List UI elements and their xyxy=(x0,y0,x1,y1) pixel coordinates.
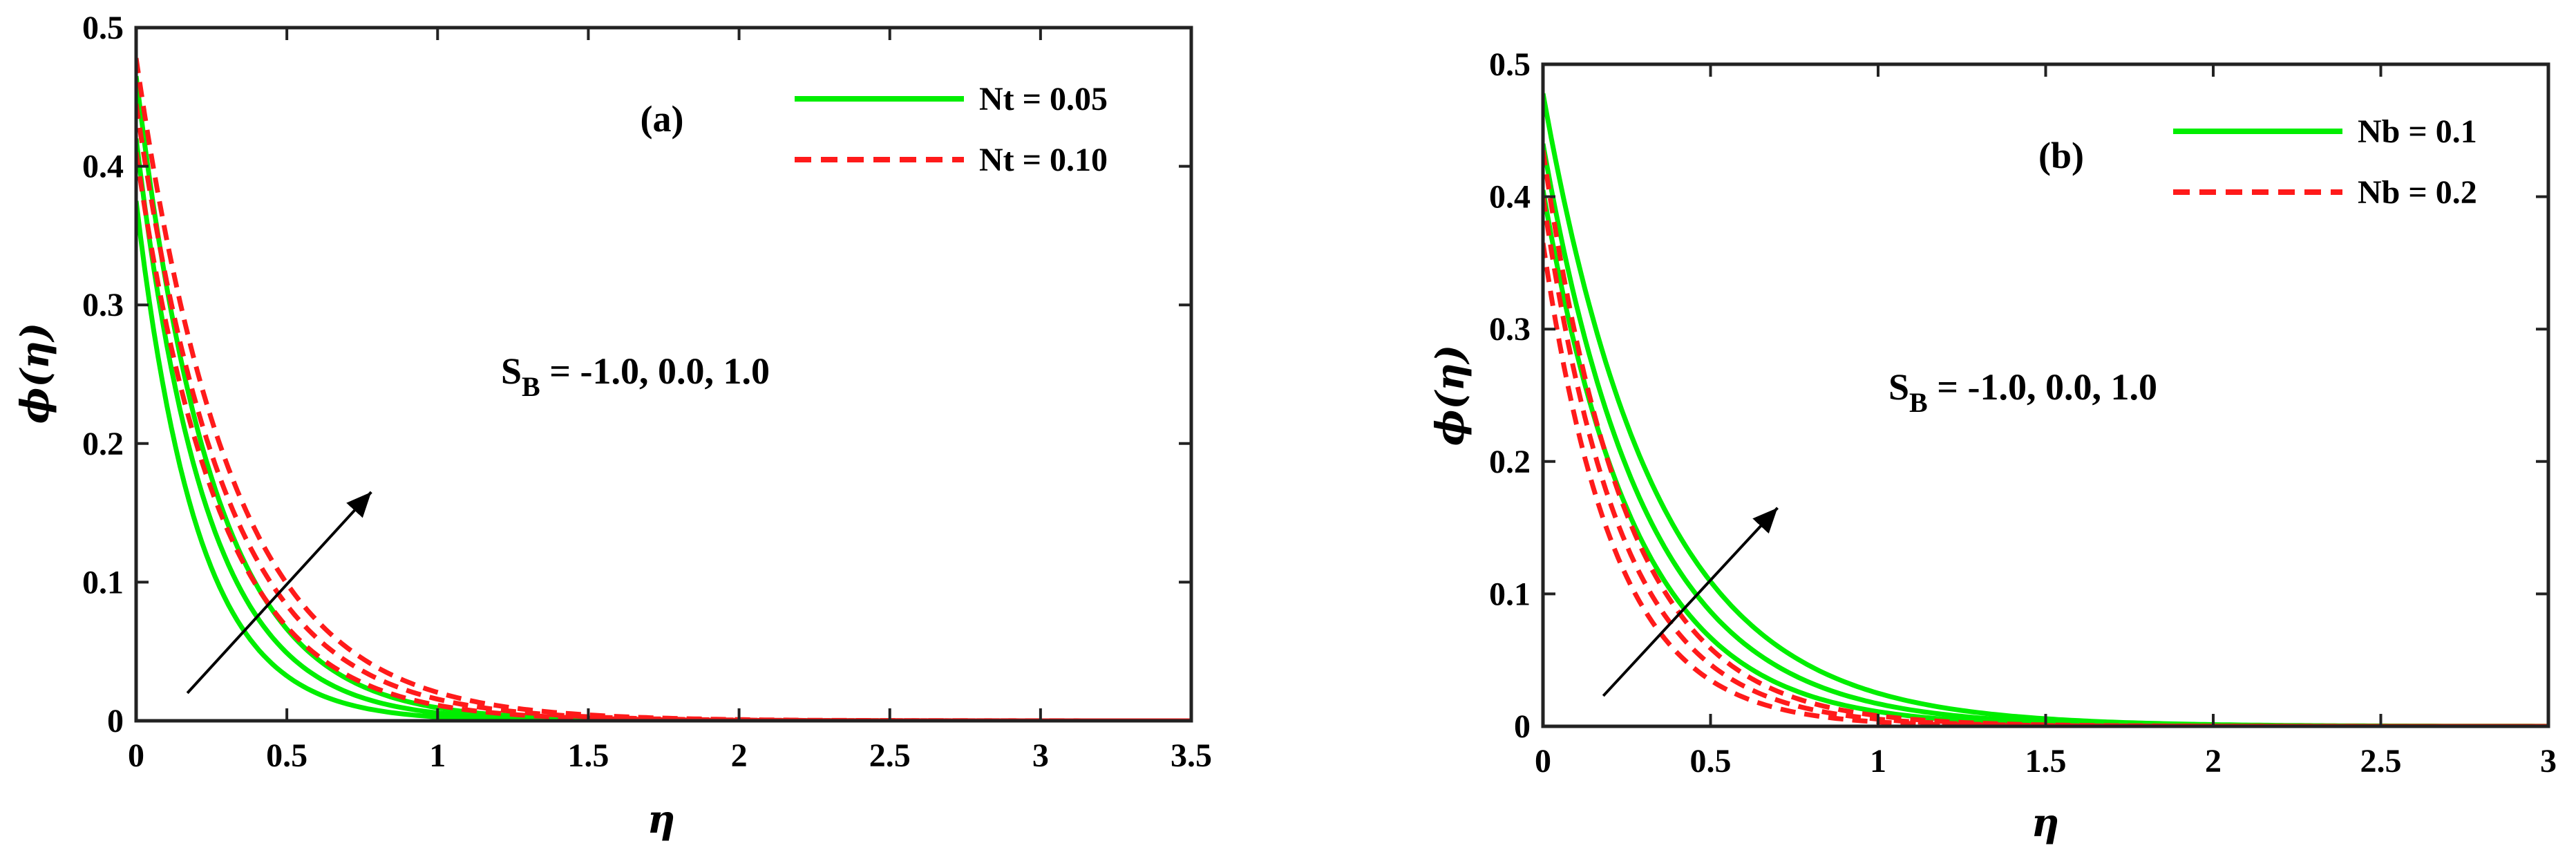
x-tick-label: 0.5 xyxy=(266,737,307,774)
annotation-symbol: S xyxy=(501,350,522,392)
legend-label: Nb = 0.2 xyxy=(2358,174,2477,211)
chart-panel-1: 0 0.5 1 1.5 2 2.5 3 0 0.1 0.2 0.3 0.4 0.5 η ϕ(η) (b) SB … xyxy=(1428,46,2557,846)
series-line-0 xyxy=(136,200,1191,721)
trend-arrow xyxy=(186,491,372,695)
panel-label: (b) xyxy=(2038,135,2084,176)
x-tick-label: 3.5 xyxy=(1171,737,1212,774)
y-tick-label: 0.5 xyxy=(82,10,124,46)
x-tick-label: 1 xyxy=(429,737,446,774)
parameter-annotation: SB = -1.0, 0.0, 1.0 xyxy=(1888,366,2157,418)
parameter-annotation: SB = -1.0, 0.0, 1.0 xyxy=(501,350,770,402)
x-tick-label: 1.5 xyxy=(567,737,609,774)
y-tick-label: 0.1 xyxy=(1489,576,1531,612)
y-tick-label: 0.3 xyxy=(82,287,124,323)
series-line-3 xyxy=(1543,243,2548,726)
annotation-subscript: B xyxy=(1909,387,1928,418)
annotation-values: = -1.0, 0.0, 1.0 xyxy=(1928,366,2157,408)
y-tick-label: 0.1 xyxy=(82,564,124,601)
y-tick-label: 0.2 xyxy=(82,426,124,462)
x-axis-label: η xyxy=(2032,800,2060,846)
series-line-3 xyxy=(136,151,1191,721)
y-tick-label: 0 xyxy=(1514,708,1531,745)
y-axis-label: ϕ(η) xyxy=(1428,345,1473,446)
x-tick-label: 0 xyxy=(128,737,144,774)
x-tick-label: 0.5 xyxy=(1690,743,1732,780)
legend-label: Nb = 0.1 xyxy=(2358,113,2477,150)
y-tick-label: 0 xyxy=(107,703,124,739)
series-line-0 xyxy=(1543,189,2548,726)
trend-arrow xyxy=(1602,507,1779,697)
x-tick-label: 3 xyxy=(2540,743,2557,780)
annotation-values: = -1.0, 0.0, 1.0 xyxy=(540,350,770,392)
series-line-5 xyxy=(1543,149,2548,726)
series-line-4 xyxy=(1543,196,2548,726)
y-tick-label: 0.3 xyxy=(1489,311,1531,348)
series-line-1 xyxy=(1543,143,2548,726)
x-tick-label: 3 xyxy=(1032,737,1049,774)
y-tick-label: 0.4 xyxy=(1489,179,1531,216)
x-tick-label: 0 xyxy=(1535,743,1551,780)
x-tick-label: 2.5 xyxy=(2360,743,2402,780)
axes-box xyxy=(134,26,1193,723)
x-tick-label: 1.5 xyxy=(2025,743,2067,780)
legend-label: Nt = 0.10 xyxy=(979,142,1108,178)
chart-panel-0: 0 0.5 1 1.5 2 2.5 3 3.5 0 0.1 0.2 0.3 0.4 0.5 η ϕ(η) (a)… xyxy=(12,10,1212,842)
y-tick-label: 0.2 xyxy=(1489,444,1531,480)
annotation-symbol: S xyxy=(1888,366,1909,408)
x-tick-label: 1 xyxy=(1870,743,1886,780)
y-tick-label: 0.4 xyxy=(82,149,124,185)
x-tick-label: 2 xyxy=(731,737,748,774)
panel-label: (a) xyxy=(641,98,684,140)
y-axis-label: ϕ(η) xyxy=(12,323,58,424)
x-tick-label: 2 xyxy=(2205,743,2222,780)
x-axis-label: η xyxy=(647,797,676,842)
legend-label: Nt = 0.05 xyxy=(979,81,1108,117)
y-tick-label: 0.5 xyxy=(1489,46,1531,83)
series-line-4 xyxy=(136,103,1191,721)
x-tick-label: 2.5 xyxy=(869,737,911,774)
annotation-subscript: B xyxy=(522,371,540,402)
